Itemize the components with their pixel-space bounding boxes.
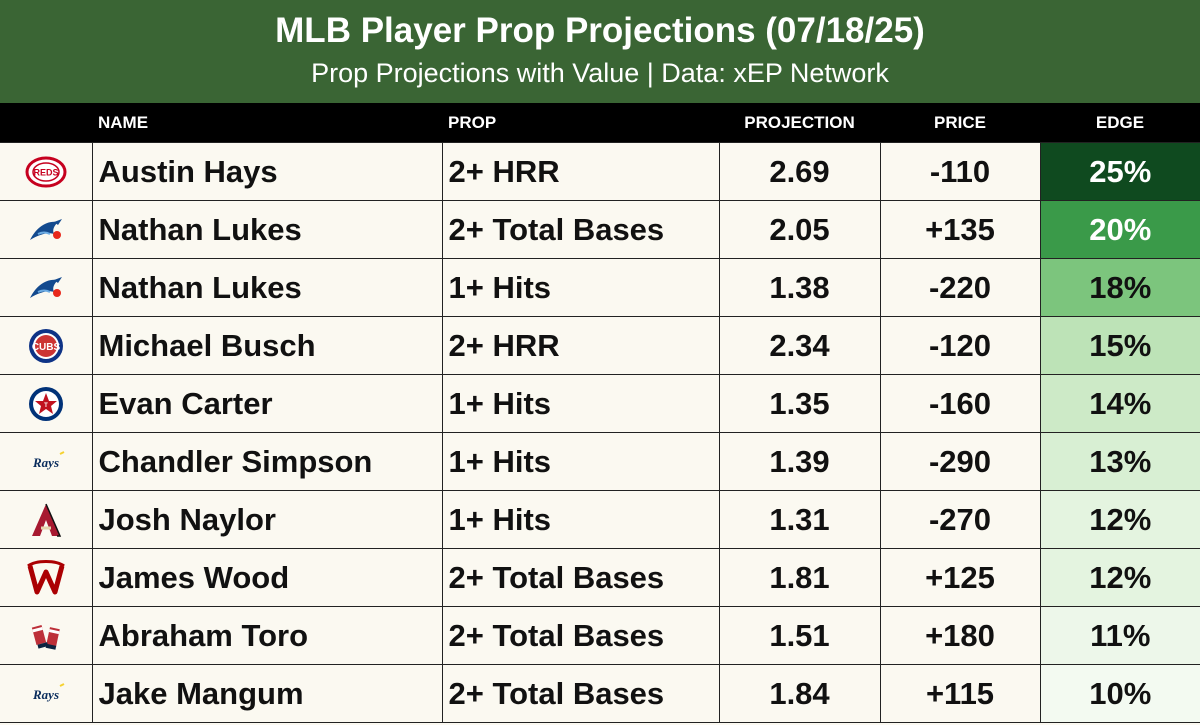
prop-type: 2+ Total Bases [441, 606, 720, 665]
edge-value: 11% [1039, 606, 1200, 665]
svg-text:REDS: REDS [33, 167, 58, 177]
table-row: Rays Jake Mangum 2+ Total Bases 1.84 +115 10% [0, 664, 1200, 723]
svg-text:CUBS: CUBS [32, 342, 61, 353]
projection-value: 1.51 [718, 606, 881, 665]
team-logo-cell [0, 258, 93, 317]
player-name: Jake Mangum [91, 664, 443, 723]
table-row: Abraham Toro 2+ Total Bases 1.51 +180 11% [0, 606, 1200, 665]
price-value: -120 [879, 316, 1041, 375]
column-header-projection: PROJECTION [719, 103, 880, 143]
table-row: REDS Austin Hays 2+ HRR 2.69 -110 25% [0, 142, 1200, 201]
price-value: +115 [879, 664, 1041, 723]
svg-text:Rays: Rays [32, 455, 59, 470]
player-name: Chandler Simpson [91, 432, 443, 491]
prop-type: 1+ Hits [441, 432, 720, 491]
prop-type: 2+ HRR [441, 142, 720, 201]
projection-value: 1.31 [718, 490, 881, 549]
diamondbacks-logo-icon [31, 503, 61, 537]
red-sox-logo-icon [31, 624, 60, 650]
price-value: -290 [879, 432, 1041, 491]
player-name: James Wood [91, 548, 443, 607]
player-name: Abraham Toro [91, 606, 443, 665]
column-header-logo [0, 103, 92, 143]
projections-table: NAME PROP PROJECTION PRICE EDGE REDS Aust… [0, 103, 1200, 723]
player-name: Nathan Lukes [91, 200, 443, 259]
edge-value: 14% [1039, 374, 1200, 433]
table-row: Josh Naylor 1+ Hits 1.31 -270 12% [0, 490, 1200, 549]
column-header-edge: EDGE [1040, 103, 1200, 143]
edge-value: 10% [1039, 664, 1200, 723]
team-logo-cell [0, 548, 93, 607]
prop-type: 2+ Total Bases [441, 200, 720, 259]
price-value: +125 [879, 548, 1041, 607]
prop-type: 1+ Hits [441, 490, 720, 549]
prop-type: 2+ HRR [441, 316, 720, 375]
blue-jays-logo-icon [29, 218, 62, 240]
team-logo-cell [0, 200, 93, 259]
column-header-row: NAME PROP PROJECTION PRICE EDGE [0, 103, 1200, 143]
edge-value: 15% [1039, 316, 1200, 375]
team-logo-cell: Rays [0, 432, 93, 491]
rangers-logo-icon: T [28, 386, 63, 421]
price-value: -220 [879, 258, 1041, 317]
svg-text:Rays: Rays [32, 687, 59, 702]
nationals-logo-icon [26, 559, 65, 594]
team-logo-cell: REDS [0, 142, 93, 201]
price-value: -110 [879, 142, 1041, 201]
edge-value: 18% [1039, 258, 1200, 317]
rays-logo-icon: Rays [32, 682, 65, 702]
prop-type: 2+ Total Bases [441, 548, 720, 607]
table-row: James Wood 2+ Total Bases 1.81 +125 12% [0, 548, 1200, 607]
reds-logo-icon: REDS [25, 156, 67, 187]
projection-value: 1.39 [718, 432, 881, 491]
svg-text:T: T [44, 403, 48, 409]
prop-type: 1+ Hits [441, 374, 720, 433]
edge-value: 25% [1039, 142, 1200, 201]
page-title: MLB Player Prop Projections (07/18/25) [275, 11, 925, 50]
player-name: Josh Naylor [91, 490, 443, 549]
column-header-prop: PROP [442, 103, 719, 143]
player-name: Michael Busch [91, 316, 443, 375]
prop-type: 2+ Total Bases [441, 664, 720, 723]
edge-value: 20% [1039, 200, 1200, 259]
player-name: Nathan Lukes [91, 258, 443, 317]
team-logo-cell: T [0, 374, 93, 433]
team-logo-cell [0, 490, 93, 549]
table-row: CUBS Michael Busch 2+ HRR 2.34 -120 15% [0, 316, 1200, 375]
team-logo-cell: Rays [0, 664, 93, 723]
edge-value: 12% [1039, 548, 1200, 607]
projection-value: 1.81 [718, 548, 881, 607]
blue-jays-logo-icon [29, 276, 62, 298]
projection-value: 2.05 [718, 200, 881, 259]
projection-value: 1.35 [718, 374, 881, 433]
projection-value: 1.38 [718, 258, 881, 317]
column-header-name: NAME [92, 103, 442, 143]
column-header-price: PRICE [880, 103, 1040, 143]
price-value: +180 [879, 606, 1041, 665]
table-row: Nathan Lukes 2+ Total Bases 2.05 +135 20% [0, 200, 1200, 259]
edge-value: 13% [1039, 432, 1200, 491]
prop-type: 1+ Hits [441, 258, 720, 317]
player-name: Austin Hays [91, 142, 443, 201]
table-row: Rays Chandler Simpson 1+ Hits 1.39 -290 13% [0, 432, 1200, 491]
edge-value: 12% [1039, 490, 1200, 549]
projection-value: 1.84 [718, 664, 881, 723]
team-logo-cell [0, 606, 93, 665]
rays-logo-icon: Rays [32, 450, 65, 470]
table-row: T Evan Carter 1+ Hits 1.35 -160 14% [0, 374, 1200, 433]
price-value: +135 [879, 200, 1041, 259]
table-row: Nathan Lukes 1+ Hits 1.38 -220 18% [0, 258, 1200, 317]
header-banner: MLB Player Prop Projections (07/18/25) P… [0, 0, 1200, 103]
page-subtitle: Prop Projections with Value | Data: xEP … [311, 58, 889, 88]
team-logo-cell: CUBS [0, 316, 93, 375]
price-value: -270 [879, 490, 1041, 549]
cubs-logo-icon: CUBS [28, 328, 63, 363]
projection-value: 2.69 [718, 142, 881, 201]
projection-value: 2.34 [718, 316, 881, 375]
price-value: -160 [879, 374, 1041, 433]
player-name: Evan Carter [91, 374, 443, 433]
